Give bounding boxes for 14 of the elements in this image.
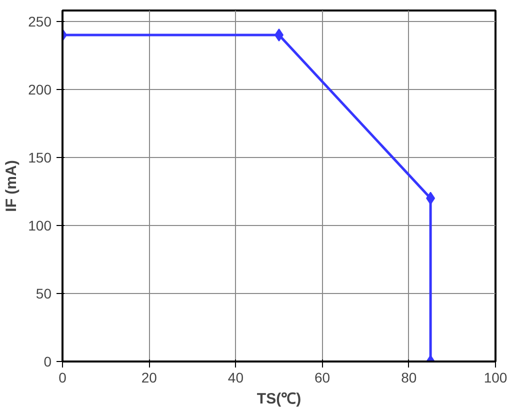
x-tick-label: 0 xyxy=(58,370,67,386)
y-tick-label: 100 xyxy=(28,217,52,234)
y-tick-label: 250 xyxy=(28,13,52,30)
y-tick-label: 50 xyxy=(36,285,52,302)
y-tick-label: 200 xyxy=(28,81,52,98)
x-axis-title: TS(℃) xyxy=(256,390,302,408)
y-tick-label: 150 xyxy=(28,149,52,166)
x-tick-label: 20 xyxy=(141,370,158,386)
y-tick-label: 0 xyxy=(44,354,52,370)
x-tick-label: 80 xyxy=(401,370,417,386)
y-axis-title: IF (mA) xyxy=(3,160,20,212)
x-tick-label: 100 xyxy=(484,370,508,386)
x-tick-label: 60 xyxy=(314,370,330,386)
x-tick-label: 40 xyxy=(228,370,244,386)
